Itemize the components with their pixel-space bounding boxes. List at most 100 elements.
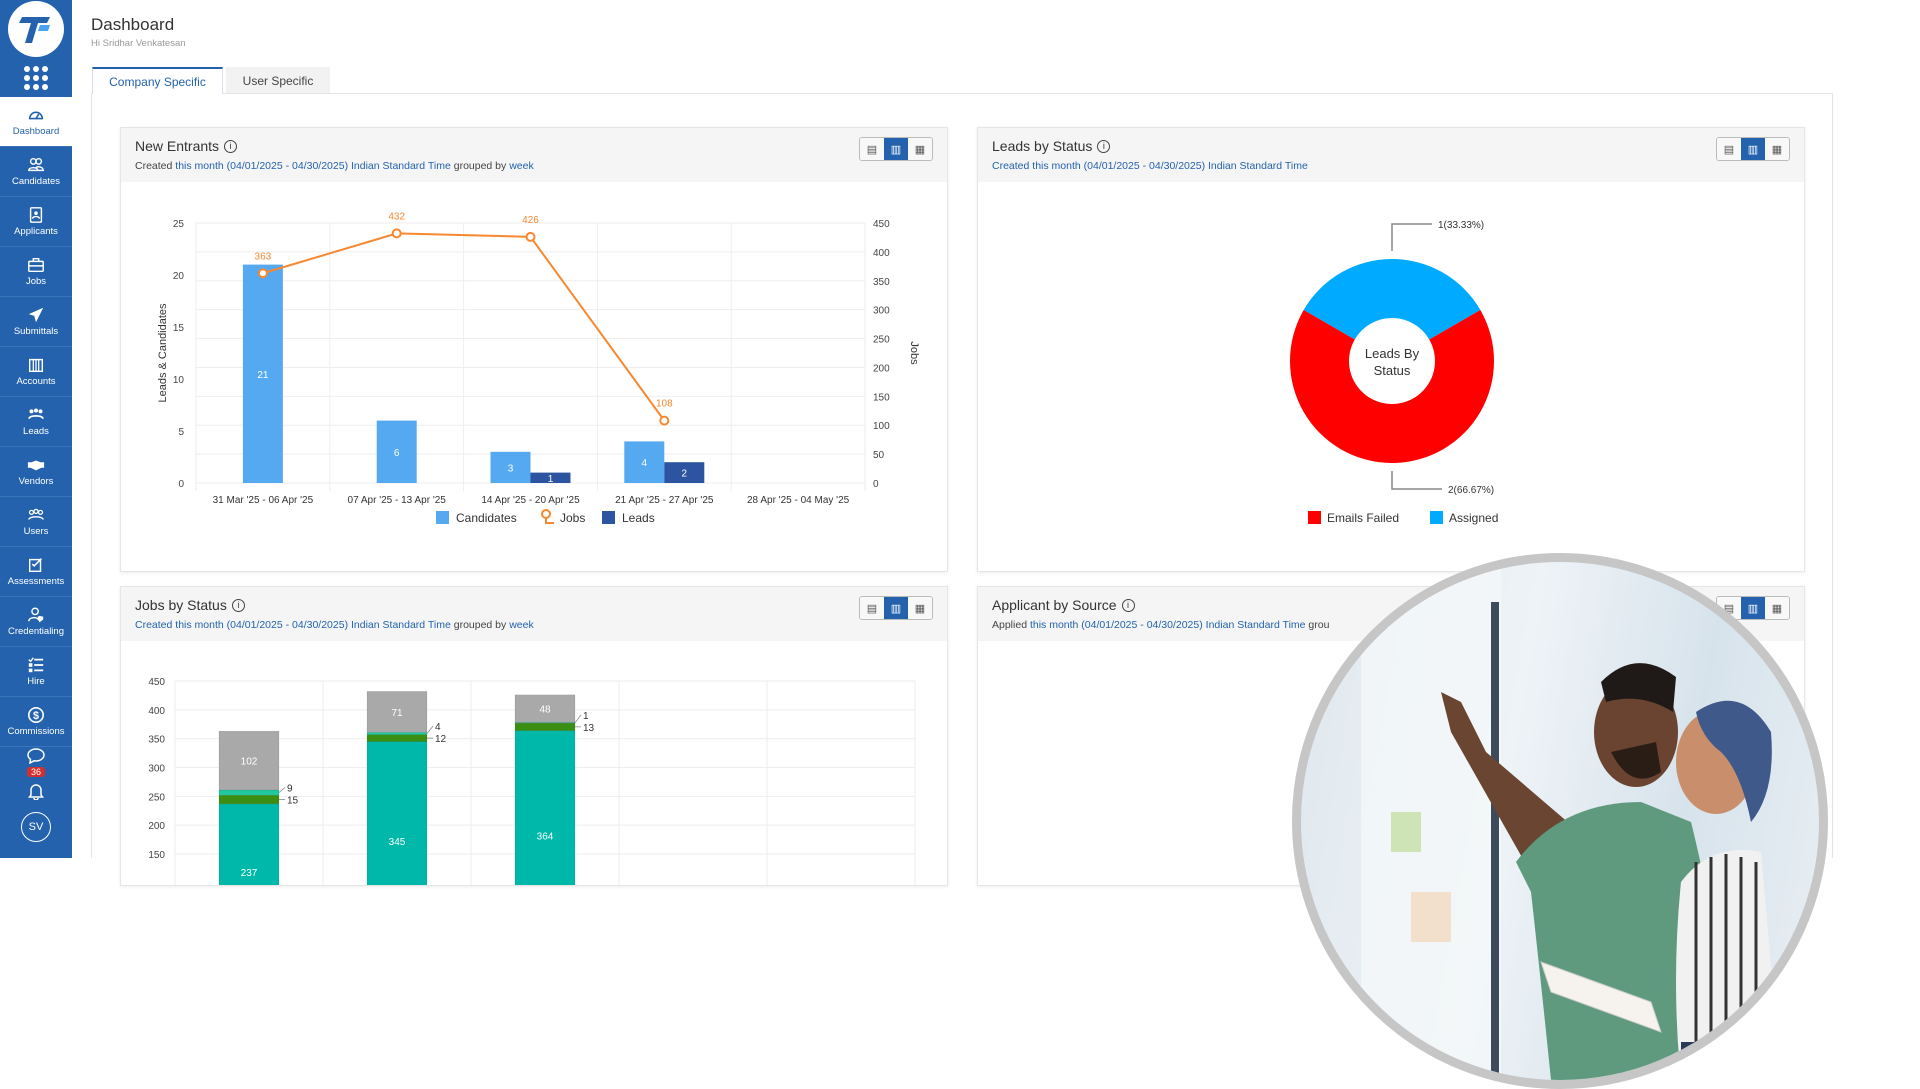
bar-value-label: 71: [391, 708, 403, 719]
chart-view-icon[interactable]: ▥: [1741, 138, 1765, 160]
group-by-link[interactable]: week: [509, 160, 534, 172]
table-view-icon[interactable]: ▦: [908, 138, 932, 160]
y-tick-label: 150: [148, 850, 165, 861]
summary-view-icon[interactable]: ▤: [860, 597, 884, 619]
sidebar-item-label: Commissions: [7, 726, 65, 737]
chart-view-icon[interactable]: ▥: [884, 138, 908, 160]
date-range-link[interactable]: this month (04/01/2025 - 04/30/2025): [175, 160, 349, 172]
sidebar-item-vendors[interactable]: Vendors: [0, 447, 72, 497]
stacked-bar-segment[interactable]: [366, 691, 428, 733]
stacked-bar-segment[interactable]: [366, 732, 428, 735]
info-icon[interactable]: i: [1121, 598, 1135, 612]
jobs-point[interactable]: [659, 415, 670, 426]
bar-value-label: 3: [508, 463, 514, 474]
bar-leads[interactable]: [664, 462, 705, 483]
user-shield-icon: [28, 607, 44, 623]
bar-candidates[interactable]: [242, 264, 283, 483]
y-tick-label: 20: [173, 271, 185, 282]
bar-value-label: 1: [583, 711, 589, 722]
chart-view-icon[interactable]: ▥: [884, 597, 908, 619]
legend-label[interactable]: Candidates: [456, 511, 517, 525]
sidebar-item-applicants[interactable]: Applicants: [0, 197, 72, 247]
group-by-link[interactable]: week: [509, 619, 534, 631]
bar-candidates[interactable]: [624, 441, 665, 483]
sidebar-item-label: Credentialing: [8, 626, 64, 637]
stacked-bar-segment[interactable]: [218, 794, 280, 805]
slice-assigned[interactable]: [1303, 259, 1481, 340]
sidebar-item-candidates[interactable]: Candidates: [0, 147, 72, 197]
sidebar-item-leads[interactable]: Leads: [0, 397, 72, 447]
building-icon: [28, 358, 44, 373]
jobs-point[interactable]: [391, 228, 402, 239]
sidebar-item-assessments[interactable]: Assessments: [0, 547, 72, 597]
stacked-bar-segment[interactable]: [366, 741, 428, 886]
sidebar-item-submittals[interactable]: Submittals: [0, 297, 72, 347]
summary-view-icon[interactable]: ▤: [860, 138, 884, 160]
sidebar-item-label: Dashboard: [12, 126, 60, 137]
grouped-by-label: grou: [1308, 619, 1330, 631]
table-view-icon[interactable]: ▦: [908, 597, 932, 619]
date-range-link[interactable]: this month (04/01/2025 - 04/30/2025): [1032, 160, 1206, 172]
y2-tick-label: 250: [873, 335, 890, 346]
date-range-link[interactable]: this month (04/01/2025 - 04/30/2025): [1029, 619, 1203, 631]
chat-icon[interactable]: [27, 748, 45, 764]
stacked-bar-segment[interactable]: [514, 722, 576, 731]
bar-candidates[interactable]: [490, 451, 531, 483]
chart-view-icon[interactable]: ▥: [1741, 597, 1765, 619]
stacked-bar-segment[interactable]: [514, 722, 576, 724]
bar-leads[interactable]: [530, 472, 571, 483]
handshake-icon: [27, 460, 45, 471]
sidebar-item-hire[interactable]: Hire: [0, 647, 72, 697]
jobs-point[interactable]: [257, 268, 268, 279]
sidebar-item-credentialing[interactable]: Credentialing: [0, 597, 72, 647]
sidebar-item-users[interactable]: Users: [0, 497, 72, 547]
sidebar-item-accounts[interactable]: Accounts: [0, 347, 72, 397]
sidebar-item-dashboard[interactable]: Dashboard: [0, 97, 72, 147]
info-icon[interactable]: i: [231, 598, 245, 612]
timezone-link[interactable]: Indian Standard Time: [1208, 160, 1308, 172]
sidebar-item-jobs[interactable]: Jobs: [0, 247, 72, 297]
bell-icon[interactable]: [27, 782, 45, 800]
stacked-bar-segment[interactable]: [514, 694, 576, 723]
sidebar-item-label: Hire: [27, 676, 45, 687]
date-range-link[interactable]: this month (04/01/2025 - 04/30/2025): [175, 619, 349, 631]
legend-swatch-leads: [602, 511, 615, 524]
bar-candidates[interactable]: [376, 420, 417, 483]
legend-label[interactable]: Emails Failed: [1327, 511, 1399, 525]
chart: Leads By Status 1(33.33%) 2(66.67%) Emails F…: [1290, 220, 1498, 525]
y2-tick-label: 300: [873, 306, 890, 317]
table-view-icon[interactable]: ▦: [1765, 597, 1789, 619]
bar-value-label: 1: [548, 474, 554, 485]
timezone-link[interactable]: Indian Standard Time: [351, 619, 451, 631]
summary-view-icon[interactable]: ▤: [1717, 138, 1741, 160]
filter-prefix: Created: [992, 160, 1030, 172]
legend-label[interactable]: Jobs: [560, 511, 585, 525]
apps-grid-icon[interactable]: [24, 66, 48, 90]
label-leader: [278, 787, 286, 793]
stacked-bar-segment[interactable]: [366, 734, 428, 742]
sidebar-item-label: Users: [23, 526, 49, 537]
info-icon[interactable]: i: [224, 139, 238, 153]
info-icon[interactable]: i: [1097, 139, 1111, 153]
photo-illustration: [1361, 562, 1781, 1080]
stacked-bar-segment[interactable]: [218, 730, 280, 791]
slice-emails-failed[interactable]: [1290, 310, 1494, 463]
legend-label[interactable]: Assigned: [1449, 511, 1498, 525]
legend-label[interactable]: Leads: [622, 511, 655, 525]
timezone-link[interactable]: Indian Standard Time: [351, 160, 451, 172]
stacked-bar-segment[interactable]: [218, 789, 280, 796]
tab-company-specific[interactable]: Company Specific: [92, 67, 223, 94]
stacked-bar-segment[interactable]: [514, 730, 576, 886]
y2-tick-label: 0: [873, 479, 879, 490]
jobs-point[interactable]: [525, 231, 536, 242]
panel-title: Leads by Status: [992, 138, 1093, 154]
sidebar-item-commissions[interactable]: $ Commissions: [0, 697, 72, 747]
avatar[interactable]: SV: [21, 812, 51, 842]
tab-user-specific[interactable]: User Specific: [226, 67, 330, 94]
table-view-icon[interactable]: ▦: [1765, 138, 1789, 160]
timezone-link[interactable]: Indian Standard Time: [1205, 619, 1306, 631]
stacked-bar-segment[interactable]: [218, 803, 280, 886]
people-at-whiteboard-photo: [1292, 553, 1828, 1089]
speedometer-icon: [28, 111, 44, 120]
logo[interactable]: [8, 1, 64, 57]
